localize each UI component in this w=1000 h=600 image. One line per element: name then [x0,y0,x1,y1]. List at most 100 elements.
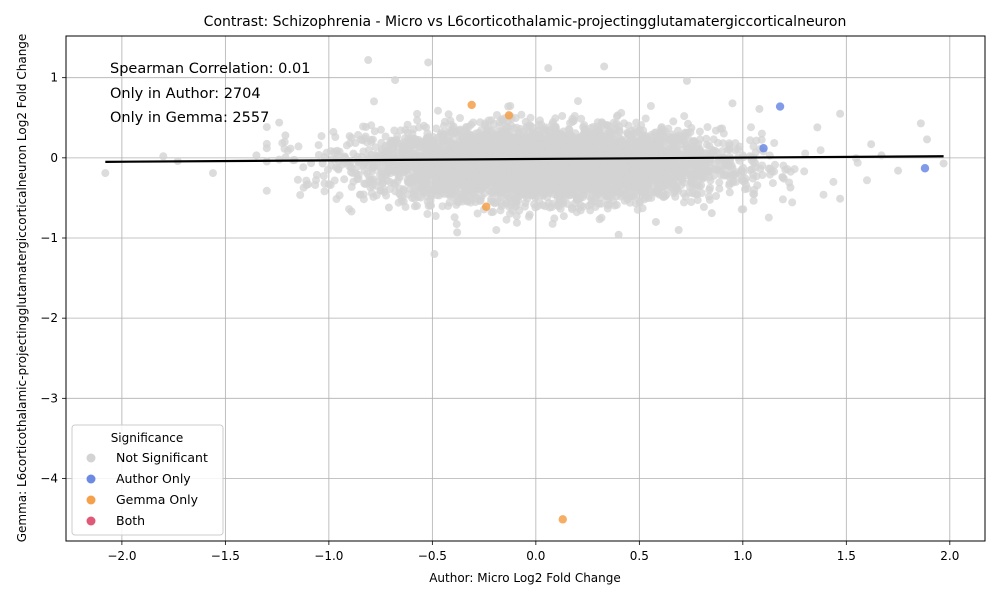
point-not-significant [629,191,638,200]
point-not-significant [778,173,787,182]
point-not-significant [347,133,356,142]
point-not-significant [711,126,720,135]
point-not-significant [677,181,686,190]
point-not-significant [770,139,779,147]
point-not-significant [664,166,672,175]
point-not-significant [471,191,480,200]
point-not-significant [347,182,356,191]
point-not-significant [699,203,708,211]
point-not-significant [520,202,529,211]
point-not-significant [482,132,491,141]
point-not-significant [293,175,302,184]
point-not-significant [376,125,385,134]
point-not-significant [586,169,595,178]
point-not-significant [492,226,501,234]
point-not-significant [412,165,421,174]
point-not-significant [434,106,442,115]
point-not-significant [349,149,358,158]
point-not-significant [719,139,728,148]
point-not-significant [477,192,486,201]
point-not-significant [694,146,703,155]
point-not-significant [347,207,356,216]
point-not-significant [632,173,641,181]
point-not-significant [413,116,422,125]
point-not-significant [693,196,702,205]
point-not-significant [438,130,447,139]
point-not-significant [299,163,308,172]
point-not-significant [302,181,311,189]
point-not-significant [399,186,408,195]
point-not-significant [589,123,598,131]
point-not-significant [526,113,535,122]
point-not-significant [294,142,303,151]
point-not-significant [419,187,428,196]
point-not-significant [726,162,735,171]
point-not-significant [559,127,568,136]
point-not-significant [641,114,650,123]
point-not-significant [426,201,435,210]
point-not-significant [683,128,692,137]
point-not-significant [431,212,440,220]
point-not-significant [473,209,482,218]
point-not-significant [417,173,426,182]
point-not-significant [317,132,326,141]
point-not-significant [635,198,644,207]
point-not-significant [587,200,595,209]
point-not-significant [646,102,655,110]
point-not-significant [764,164,773,173]
point-not-significant [472,135,481,144]
point-not-significant [680,112,689,121]
point-not-significant [725,188,734,197]
point-not-significant [559,212,568,221]
point-not-significant [429,179,438,188]
point-not-significant [354,131,363,139]
point-not-significant [688,189,697,198]
point-not-significant [450,213,459,222]
point-not-significant [335,191,344,200]
point-not-significant [385,185,394,193]
point-not-significant [576,206,585,215]
point-not-significant [372,191,381,200]
point-not-significant [283,146,292,155]
point-not-significant [378,179,387,187]
point-not-significant [595,215,604,224]
point-not-significant [552,144,561,152]
point-not-significant [695,127,704,136]
point-not-significant [364,145,373,154]
point-not-significant [524,212,533,221]
point-not-significant [746,136,755,145]
point-not-significant [800,167,809,176]
point-not-significant [661,127,670,136]
point-not-significant [613,149,622,157]
point-not-significant [623,147,632,156]
point-not-significant [863,176,871,185]
point-not-significant [829,177,838,186]
point-not-significant [599,162,608,171]
point-not-significant [512,123,521,132]
point-not-significant [700,173,709,182]
point-not-significant [705,142,714,151]
point-not-significant [664,144,673,153]
point-not-significant [718,147,727,156]
point-not-significant [527,135,536,144]
point-not-significant [574,97,582,106]
point-not-significant [320,153,329,161]
point-not-significant [312,170,321,179]
point-not-significant [457,144,466,153]
point-not-significant [262,186,271,195]
point-not-significant [637,121,646,130]
point-not-significant [768,179,777,188]
point-not-significant [702,134,711,143]
point-not-significant [545,203,554,212]
point-not-significant [611,183,620,192]
point-not-significant [452,220,461,229]
point-not-significant [333,146,342,155]
point-not-significant [599,132,608,141]
point-not-significant [423,210,432,218]
point-not-significant [674,126,682,135]
point-not-significant [403,150,412,159]
point-not-significant [801,149,810,158]
point-not-significant [354,162,363,171]
point-not-significant [605,122,614,131]
point-not-significant [296,191,305,199]
